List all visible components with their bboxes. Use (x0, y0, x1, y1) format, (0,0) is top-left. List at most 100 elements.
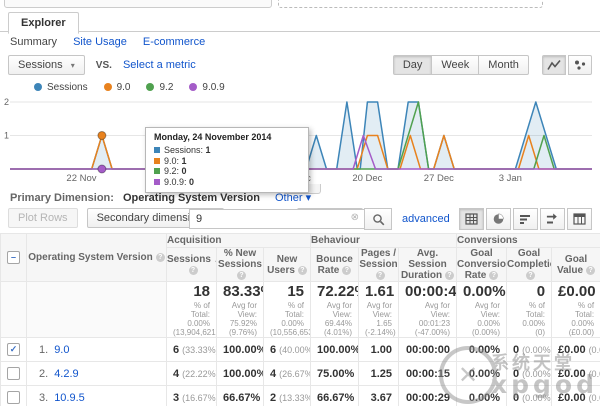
total-cell: 15% of Total: 0.00% (10,556,653) (264, 282, 311, 338)
os-version-table: –Operating System Version?AcquisitionBeh… (0, 233, 600, 406)
table-view-icon (465, 213, 478, 225)
plot-rows-button[interactable]: Plot Rows (8, 208, 78, 228)
metric-cell: 100.00% (217, 362, 264, 386)
help-icon[interactable]: ? (445, 271, 454, 280)
row-checkbox[interactable] (7, 391, 20, 404)
view-comparison-button[interactable] (540, 208, 565, 230)
column-header-goal-completions[interactable]: Goal Completions? (507, 248, 552, 282)
column-group-conversions: Conversions (457, 234, 600, 248)
column-header-goal-conversion-rate[interactable]: Goal Conversion Rate? (457, 248, 507, 282)
legend-label: 9.0 (117, 82, 131, 93)
series-color-icon (154, 179, 160, 185)
subnav-summary[interactable]: Summary (10, 36, 57, 48)
granularity-day[interactable]: Day (393, 55, 433, 75)
svg-text:22 Nov: 22 Nov (66, 173, 96, 184)
clear-search-icon[interactable]: ⊗ (351, 212, 359, 223)
motion-chart-mode-button[interactable] (568, 55, 592, 75)
totals-row: 18% of Total: 0.00% (13,904,621)83.33%Av… (1, 282, 600, 338)
legend-label: Sessions (47, 82, 88, 93)
tooltip-item: Sessions: 1 (154, 145, 300, 156)
granularity-month[interactable]: Month (478, 55, 529, 75)
advanced-search-link[interactable]: advanced (402, 213, 450, 225)
column-header--new-sessions[interactable]: % New Sessions? (217, 248, 264, 282)
granularity-group: DayWeekMonth (393, 55, 529, 75)
help-icon[interactable]: ? (342, 266, 351, 275)
help-icon[interactable]: ? (526, 271, 535, 280)
column-header-avg-session-duration[interactable]: Avg. Session Duration? (399, 248, 457, 282)
legend-dot-icon (146, 83, 154, 91)
select-metric-link[interactable]: Select a metric (123, 59, 196, 71)
help-icon[interactable]: ? (586, 266, 595, 275)
dimension-column-header[interactable]: Operating System Version? (27, 234, 167, 282)
search-button[interactable] (364, 208, 392, 230)
metric-cell: 66.67% (217, 386, 264, 406)
subnav-e-commerce[interactable]: E-commerce (143, 36, 205, 48)
granularity-week[interactable]: Week (431, 55, 479, 75)
total-cell: 0.00%Avg for View: 0.00% (0.00%) (457, 282, 507, 338)
add-segment-chip[interactable] (278, 0, 543, 8)
series-color-icon (154, 158, 160, 164)
column-header-sessions[interactable]: Sessions↓? (167, 248, 217, 282)
line-chart-icon (547, 59, 561, 71)
row-checkbox[interactable]: ✓ (7, 343, 20, 356)
metric-cell: 3(16.67%) (167, 386, 217, 406)
total-cell: 18% of Total: 0.00% (13,904,621) (167, 282, 217, 338)
help-icon[interactable]: ? (298, 266, 307, 275)
tab-explorer[interactable]: Explorer (8, 12, 79, 34)
column-header-bounce-rate[interactable]: Bounce Rate? (311, 248, 359, 282)
legend-item-sessions[interactable]: Sessions (34, 82, 88, 93)
segment-chips (0, 0, 600, 8)
segment-chip[interactable] (4, 0, 272, 8)
metric-cell: £0.00(0.00%) (552, 386, 600, 406)
table-row: 2.4.2.94(22.22%)100.00%4(26.67%)75.00%1.… (1, 362, 600, 386)
bar-chart-icon (519, 213, 532, 225)
os-version-link[interactable]: 9.0 (54, 344, 69, 356)
subnav-site-usage[interactable]: Site Usage (73, 36, 127, 48)
total-cell: 83.33%Avg for View: 75.92% (9.76%) (217, 282, 264, 338)
total-cell: 0% of Total: 0.00% (0) (507, 282, 552, 338)
metric-cell: 00:00:15 (399, 362, 457, 386)
motion-chart-icon (573, 59, 587, 71)
metric-dropdown[interactable]: Sessions ▾ (8, 55, 85, 75)
column-header-pages-session[interactable]: Pages / Session? (359, 248, 399, 282)
legend-item-9-0-9[interactable]: 9.0.9 (189, 82, 224, 93)
column-header-new-users[interactable]: New Users? (264, 248, 311, 282)
legend-item-9-0[interactable]: 9.0 (104, 82, 131, 93)
series-color-icon (154, 147, 160, 153)
legend-item-9-2[interactable]: 9.2 (146, 82, 173, 93)
tooltip-item: 9.0: 1 (154, 156, 300, 167)
view-performance-button[interactable] (513, 208, 538, 230)
metric-cell: 4(22.22%) (167, 362, 217, 386)
table-search-input[interactable] (189, 209, 364, 229)
view-toggle-group (460, 208, 592, 230)
metric-cell: 1.00 (359, 338, 399, 362)
help-icon[interactable]: ? (189, 266, 198, 275)
legend-dot-icon (189, 83, 197, 91)
help-icon[interactable]: ? (156, 253, 165, 262)
os-version-link[interactable]: 4.2.9 (54, 368, 78, 380)
metric-cell: 0.00% (457, 362, 507, 386)
line-chart-mode-button[interactable] (542, 55, 566, 75)
metric-cell: 6(40.00%) (264, 338, 311, 362)
view-table-button[interactable] (459, 208, 484, 230)
table-body: 18% of Total: 0.00% (13,904,621)83.33%Av… (1, 282, 600, 406)
column-group-acquisition: Acquisition (167, 234, 311, 248)
help-icon[interactable]: ? (237, 271, 246, 280)
column-header-goal-value[interactable]: Goal Value? (552, 248, 600, 282)
help-icon[interactable]: ? (489, 271, 498, 280)
metric-cell: 100.00% (311, 338, 359, 362)
primary-dimension-value[interactable]: Operating System Version (123, 192, 260, 204)
select-all-checkbox[interactable]: – (7, 251, 20, 264)
metric-cell: 0.00% (457, 386, 507, 406)
view-pivot-button[interactable] (567, 208, 592, 230)
report-subnav: Summary Site Usage E-commerce (0, 32, 600, 51)
help-icon[interactable]: ? (376, 271, 385, 280)
view-percentage-button[interactable] (486, 208, 511, 230)
os-version-link[interactable]: 10.9.5 (54, 392, 85, 404)
tooltip-item: 9.2: 0 (154, 166, 300, 177)
metric-cell: 100.00% (217, 338, 264, 362)
table-toolbar: Plot Rows Secondary dimension ▾ Sort Typ… (0, 206, 600, 233)
total-cell: 00:00:44Avg for View: 00:01:23 (-47.00%) (399, 282, 457, 338)
metric-cell: 75.00% (311, 362, 359, 386)
row-checkbox[interactable] (7, 367, 20, 380)
